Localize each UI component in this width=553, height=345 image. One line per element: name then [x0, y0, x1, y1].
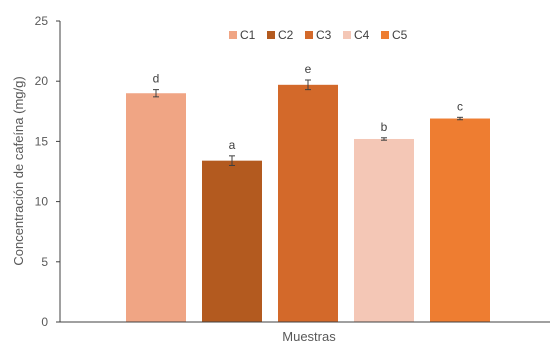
- legend-item-c1: C1: [229, 28, 256, 42]
- legend-item-c5: C5: [381, 28, 408, 42]
- legend-label: C3: [316, 28, 332, 42]
- legend-label: C1: [240, 28, 256, 42]
- bar-c3: [278, 84, 338, 322]
- legend-swatch: [229, 31, 237, 39]
- legend-item-c4: C4: [343, 28, 370, 42]
- y-tick-label: 10: [35, 195, 49, 209]
- legend-label: C4: [354, 28, 370, 42]
- y-axis: 0 5 10 15 20 25: [35, 14, 61, 329]
- error-bars: [153, 79, 463, 166]
- legend-label: C2: [278, 28, 294, 42]
- y-tick-label: 15: [35, 134, 49, 148]
- legend-swatch: [305, 31, 313, 39]
- legend-swatch: [267, 31, 275, 39]
- bar-c5: [430, 118, 490, 322]
- legend: C1 C2 C3 C4 C5: [229, 28, 408, 42]
- bar-c4: [354, 138, 414, 322]
- legend-swatch: [343, 31, 351, 39]
- legend-item-c2: C2: [267, 28, 294, 42]
- y-tick-label: 20: [35, 74, 49, 88]
- data-label-c5: c: [457, 99, 463, 113]
- y-tick-label: 0: [41, 315, 48, 329]
- data-label-c3: e: [305, 62, 312, 76]
- bar-c1: [126, 93, 186, 323]
- legend-label: C5: [392, 28, 408, 42]
- data-label-c2: a: [229, 138, 236, 152]
- bars: [126, 84, 490, 323]
- y-tick-label: 5: [41, 255, 48, 269]
- y-tick-label: 25: [35, 14, 49, 28]
- bar-c2: [202, 160, 262, 322]
- y-axis-title: Concentración de cafeína (mg/g): [11, 76, 26, 265]
- x-axis-title: Muestras: [282, 329, 336, 344]
- data-label-c4: b: [381, 120, 388, 134]
- legend-swatch: [381, 31, 389, 39]
- data-label-c1: d: [153, 72, 160, 86]
- legend-item-c3: C3: [305, 28, 332, 42]
- data-labels: d a e b c: [153, 62, 463, 152]
